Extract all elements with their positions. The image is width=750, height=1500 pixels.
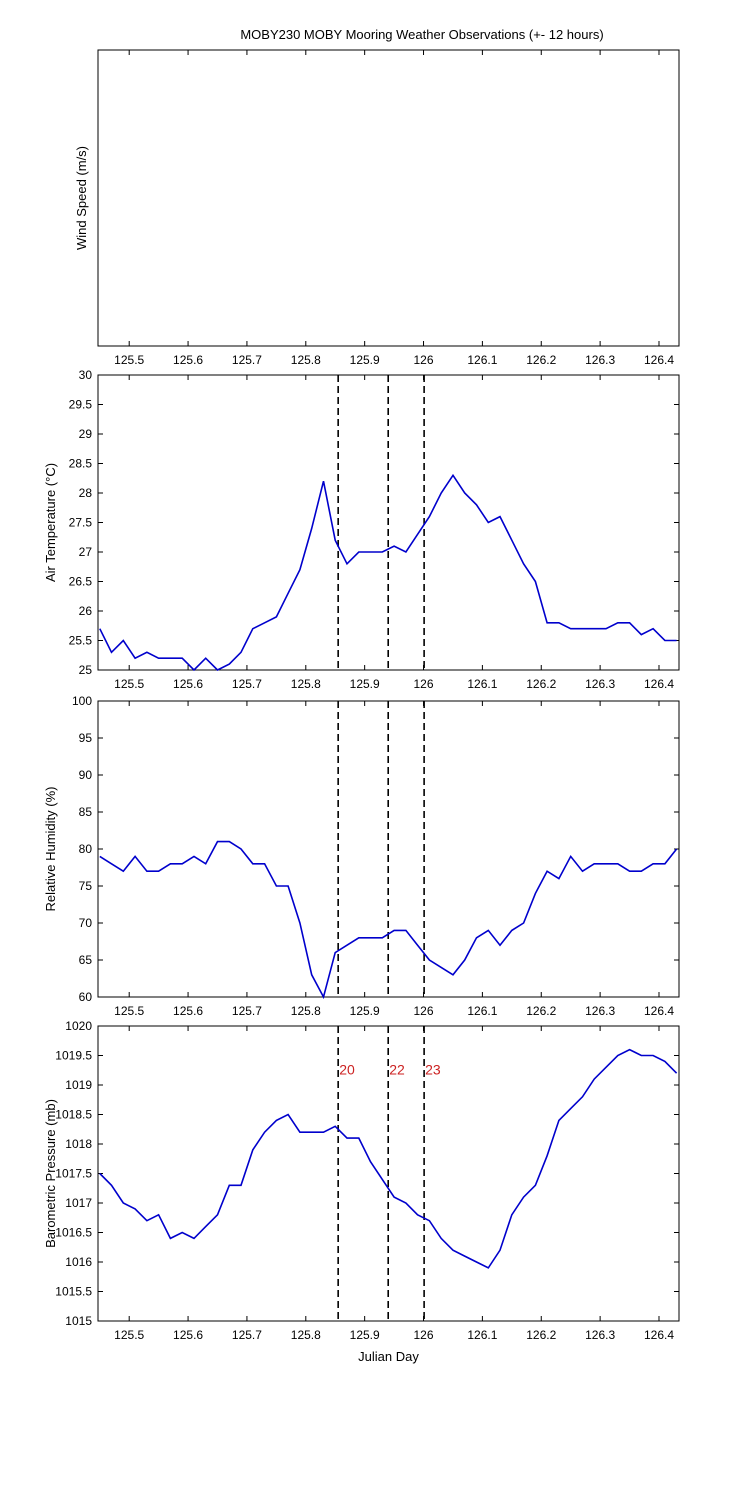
y-tick-label: 26: [79, 604, 93, 618]
y-tick-label: 95: [79, 731, 93, 745]
data-line: [99, 1048, 678, 1269]
x-axis-label: Julian Day: [358, 1349, 419, 1364]
data-line: [99, 473, 677, 672]
x-tick-label: 125.8: [291, 1328, 321, 1342]
x-tick-label: 125.9: [350, 353, 380, 367]
y-tick-label: 1016.5: [55, 1226, 92, 1240]
y-tick-label: 60: [79, 990, 93, 1004]
y-tick-label: 26.5: [69, 575, 93, 589]
x-tick-label: 126: [414, 1328, 434, 1342]
y-tick-label: 70: [79, 916, 93, 930]
y-tick-label: 80: [79, 842, 93, 856]
x-tick-label: 126.1: [467, 677, 497, 691]
y-tick-label: 28: [79, 486, 93, 500]
y-tick-label: 1020: [65, 1019, 92, 1033]
data-line: [99, 840, 678, 1000]
x-tick-label: 126: [414, 353, 434, 367]
x-tick-label: 125.7: [232, 1004, 262, 1018]
y-tick-label: 75: [79, 879, 93, 893]
y-tick-label: 1019.5: [55, 1049, 92, 1063]
x-tick-label: 126.2: [526, 1328, 556, 1342]
x-tick-label: 126.1: [467, 353, 497, 367]
panel: Barometric Pressure (mb) Julian Day 125.5 1…: [43, 1019, 680, 1364]
y-axis-label: Air Temperature (°C): [43, 463, 58, 582]
x-tick-label: 126.3: [585, 353, 615, 367]
y-axis-label: Relative Humidity (%): [43, 787, 58, 912]
x-tick-label: 125.7: [232, 677, 262, 691]
x-tick-label: 125.8: [291, 677, 321, 691]
y-tick-label: 1019: [65, 1078, 92, 1092]
chart-title: MOBY230 MOBY Mooring Weather Observation…: [240, 27, 603, 42]
y-tick-label: 1017.5: [55, 1167, 92, 1181]
y-tick-label: 29: [79, 427, 93, 441]
x-tick-label: 126.4: [644, 1004, 674, 1018]
y-tick-label: 29.5: [69, 398, 93, 412]
x-tick-label: 126.1: [467, 1004, 497, 1018]
x-tick-label: 125.5: [114, 677, 144, 691]
x-tick-label: 125.6: [173, 677, 203, 691]
x-tick-label: 126.4: [644, 1328, 674, 1342]
x-tick-label: 126: [414, 1004, 434, 1018]
y-tick-label: 1016: [65, 1255, 92, 1269]
x-tick-label: 125.7: [232, 353, 262, 367]
event-label: 20: [339, 1061, 355, 1077]
y-tick-label: 28.5: [69, 457, 93, 471]
x-tick-label: 126: [414, 677, 434, 691]
y-axis-label: Wind Speed (m/s): [74, 146, 89, 250]
y-tick-label: 100: [72, 694, 92, 708]
y-tick-label: 1015.5: [55, 1285, 92, 1299]
y-tick-label: 1017: [65, 1196, 92, 1210]
x-tick-label: 125.8: [291, 1004, 321, 1018]
x-tick-label: 125.7: [232, 1328, 262, 1342]
x-tick-label: 126.2: [526, 353, 556, 367]
x-tick-label: 125.6: [173, 353, 203, 367]
x-tick-label: 125.5: [114, 1328, 144, 1342]
x-tick-label: 126.1: [467, 1328, 497, 1342]
x-tick-label: 125.6: [173, 1004, 203, 1018]
y-tick-label: 27.5: [69, 516, 93, 530]
x-tick-label: 125.9: [350, 1328, 380, 1342]
x-tick-label: 126.2: [526, 1004, 556, 1018]
x-tick-label: 126.2: [526, 677, 556, 691]
y-tick-label: 1018: [65, 1137, 92, 1151]
x-tick-label: 125.6: [173, 1328, 203, 1342]
y-axis-label: Barometric Pressure (mb): [43, 1099, 58, 1248]
x-tick-label: 125.8: [291, 353, 321, 367]
x-tick-label: 126.4: [644, 353, 674, 367]
y-tick-label: 85: [79, 805, 93, 819]
panel: MOBY230 MOBY Mooring Weather Observation…: [74, 27, 680, 367]
x-tick-label: 126.3: [585, 1328, 615, 1342]
y-tick-label: 30: [79, 368, 93, 382]
x-tick-label: 126.3: [585, 1004, 615, 1018]
panel: Relative Humidity (%) 125.5 125.6 125.7 125.…: [43, 694, 680, 1018]
y-tick-label: 25: [79, 663, 93, 677]
event-label: 22: [389, 1061, 405, 1077]
x-tick-label: 125.9: [350, 1004, 380, 1018]
y-tick-label: 27: [79, 545, 93, 559]
x-tick-label: 126.3: [585, 677, 615, 691]
x-tick-label: 126.4: [644, 677, 674, 691]
x-tick-label: 125.5: [114, 1004, 144, 1018]
x-tick-label: 125.9: [350, 677, 380, 691]
x-tick-label: 125.5: [114, 353, 144, 367]
y-tick-label: 65: [79, 953, 93, 967]
y-tick-label: 1015: [65, 1314, 92, 1328]
plot-frame: [97, 49, 680, 347]
y-tick-label: 1018.5: [55, 1108, 92, 1122]
y-tick-label: 90: [79, 768, 93, 782]
panel: Air Temperature (°C) 125.5 125.6 125.7 125.8…: [43, 368, 680, 691]
event-label: 23: [425, 1061, 441, 1077]
y-tick-label: 25.5: [69, 634, 93, 648]
